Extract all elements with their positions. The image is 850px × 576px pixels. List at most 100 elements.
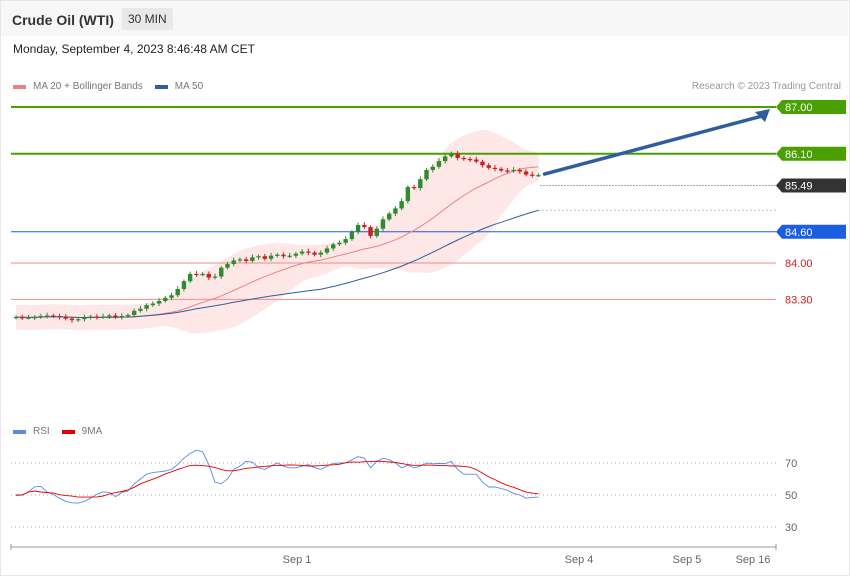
timestamp: Monday, September 4, 2023 8:46:48 AM CET: [13, 42, 255, 56]
candle: [51, 313, 56, 318]
candle-body: [312, 252, 317, 255]
rsi-legend-label: RSI: [33, 426, 50, 437]
candle: [523, 169, 529, 177]
candle-body: [536, 175, 541, 177]
candle-body: [181, 281, 187, 289]
candle-body: [405, 187, 411, 202]
price-level-label-84.60: 84.60: [785, 227, 813, 239]
candle: [262, 253, 267, 261]
candle: [150, 301, 156, 307]
x-tick-label: Sep 5: [673, 554, 702, 566]
candle: [38, 313, 44, 319]
candle-body: [44, 315, 50, 317]
candle-body: [306, 251, 311, 253]
candle-body: [492, 167, 498, 170]
candle: [331, 242, 336, 251]
candle-body: [430, 166, 435, 170]
chart-header: Crude Oil (WTI) 30 MIN: [1, 1, 848, 36]
candle-body: [281, 254, 286, 257]
candle: [107, 313, 112, 320]
candle: [100, 313, 106, 319]
candle-body: [231, 260, 236, 265]
candle: [362, 222, 367, 229]
candle: [467, 156, 473, 162]
candle-body: [100, 316, 106, 318]
candle: [256, 254, 261, 260]
instrument-title: Crude Oil (WTI): [12, 12, 114, 28]
candle: [13, 315, 19, 320]
candle: [492, 164, 498, 172]
candle-body: [63, 317, 68, 319]
candle-body: [349, 231, 355, 240]
candle: [299, 249, 305, 256]
candle: [505, 168, 510, 174]
candle-body: [324, 248, 330, 253]
candle-body: [76, 319, 81, 321]
rsi-legend: RSI 9MA: [13, 426, 114, 437]
timeframe-badge[interactable]: 30 MIN: [122, 8, 173, 30]
candle: [113, 313, 118, 319]
candle-body: [94, 316, 100, 318]
candle-body: [156, 300, 162, 304]
candle-body: [343, 239, 348, 243]
candle-body: [480, 161, 485, 166]
candle-body: [275, 254, 280, 256]
price-level-label-86.10: 86.10: [785, 149, 813, 161]
candle-body: [57, 316, 62, 318]
candle: [163, 296, 168, 303]
candle-body: [530, 174, 535, 176]
candle-body: [150, 303, 156, 306]
candle: [94, 314, 100, 320]
candle-body: [293, 253, 299, 256]
candle: [387, 211, 392, 222]
candle: [138, 305, 143, 313]
candle-body: [163, 297, 168, 301]
candle: [343, 236, 348, 246]
candle-body: [268, 255, 274, 259]
candle-body: [523, 171, 529, 175]
candle-body: [424, 169, 429, 180]
rsi-legend-swatch: [13, 429, 26, 434]
candle: [461, 156, 467, 161]
candle: [418, 176, 423, 191]
candle-body: [505, 170, 510, 172]
rsi-line: [15, 449, 539, 504]
price-level-tag-86.10: [776, 146, 846, 161]
candle-body: [194, 273, 199, 276]
candle-body: [69, 318, 75, 321]
candle-body: [467, 159, 473, 161]
price-level-tag-87.00: [776, 100, 846, 114]
candle: [187, 271, 193, 284]
candle-body: [212, 276, 218, 278]
candle: [275, 252, 280, 258]
candle-body: [399, 201, 404, 209]
candle-body: [287, 255, 292, 257]
ma50-legend-swatch: [154, 84, 168, 89]
candle: [82, 314, 87, 322]
rsi-level-label-50: 50: [785, 490, 797, 502]
candle-body: [368, 227, 373, 236]
candle-body: [38, 316, 44, 318]
candle-body: [380, 219, 386, 229]
candle: [181, 279, 187, 292]
candle-body: [387, 213, 392, 220]
candle-body: [362, 225, 367, 228]
candle: [517, 168, 523, 174]
candle-body: [436, 161, 442, 167]
candle-body: [144, 305, 149, 309]
candle: [498, 167, 504, 173]
candle: [480, 159, 485, 168]
candle-body: [418, 179, 423, 189]
candle: [206, 271, 212, 281]
candle-body: [206, 273, 212, 278]
candle: [318, 250, 323, 258]
candle-body: [13, 317, 19, 319]
candle: [312, 250, 317, 257]
ma50-legend-label: MA 50: [174, 81, 204, 92]
candle: [442, 154, 448, 164]
candle-body: [26, 317, 31, 319]
candle: [287, 252, 292, 259]
candle-body: [20, 317, 25, 319]
candle-body: [486, 165, 491, 168]
